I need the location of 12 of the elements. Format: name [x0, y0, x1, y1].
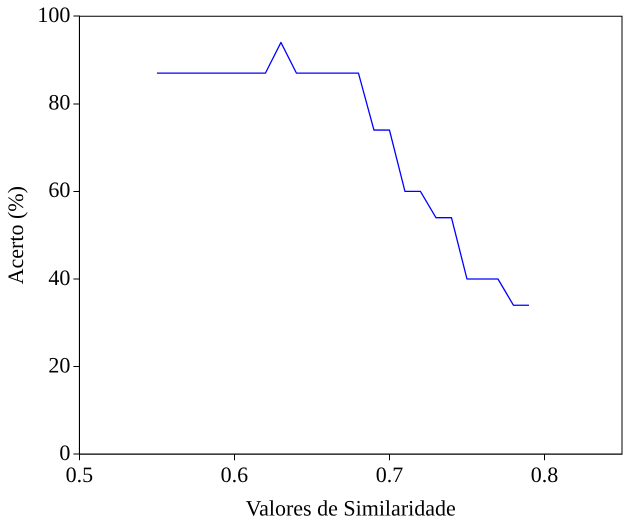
- y-tick-label: 80: [48, 90, 70, 115]
- x-tick-label: 0.6: [220, 462, 248, 488]
- x-tick-label: 0.5: [66, 462, 94, 488]
- y-tick-label: 40: [48, 264, 70, 290]
- y-tick-label: 0: [59, 440, 70, 465]
- y-axis-title: Acerto (%): [2, 186, 28, 284]
- y-tick-label: 60: [48, 177, 70, 202]
- y-tick-label: 100: [37, 2, 70, 27]
- x-tick-label: 0.8: [530, 462, 558, 488]
- x-axis-title: Valores de Similaridade: [246, 496, 456, 521]
- x-tick-label: 0.7: [376, 462, 404, 488]
- y-tick-label: 20: [48, 352, 70, 378]
